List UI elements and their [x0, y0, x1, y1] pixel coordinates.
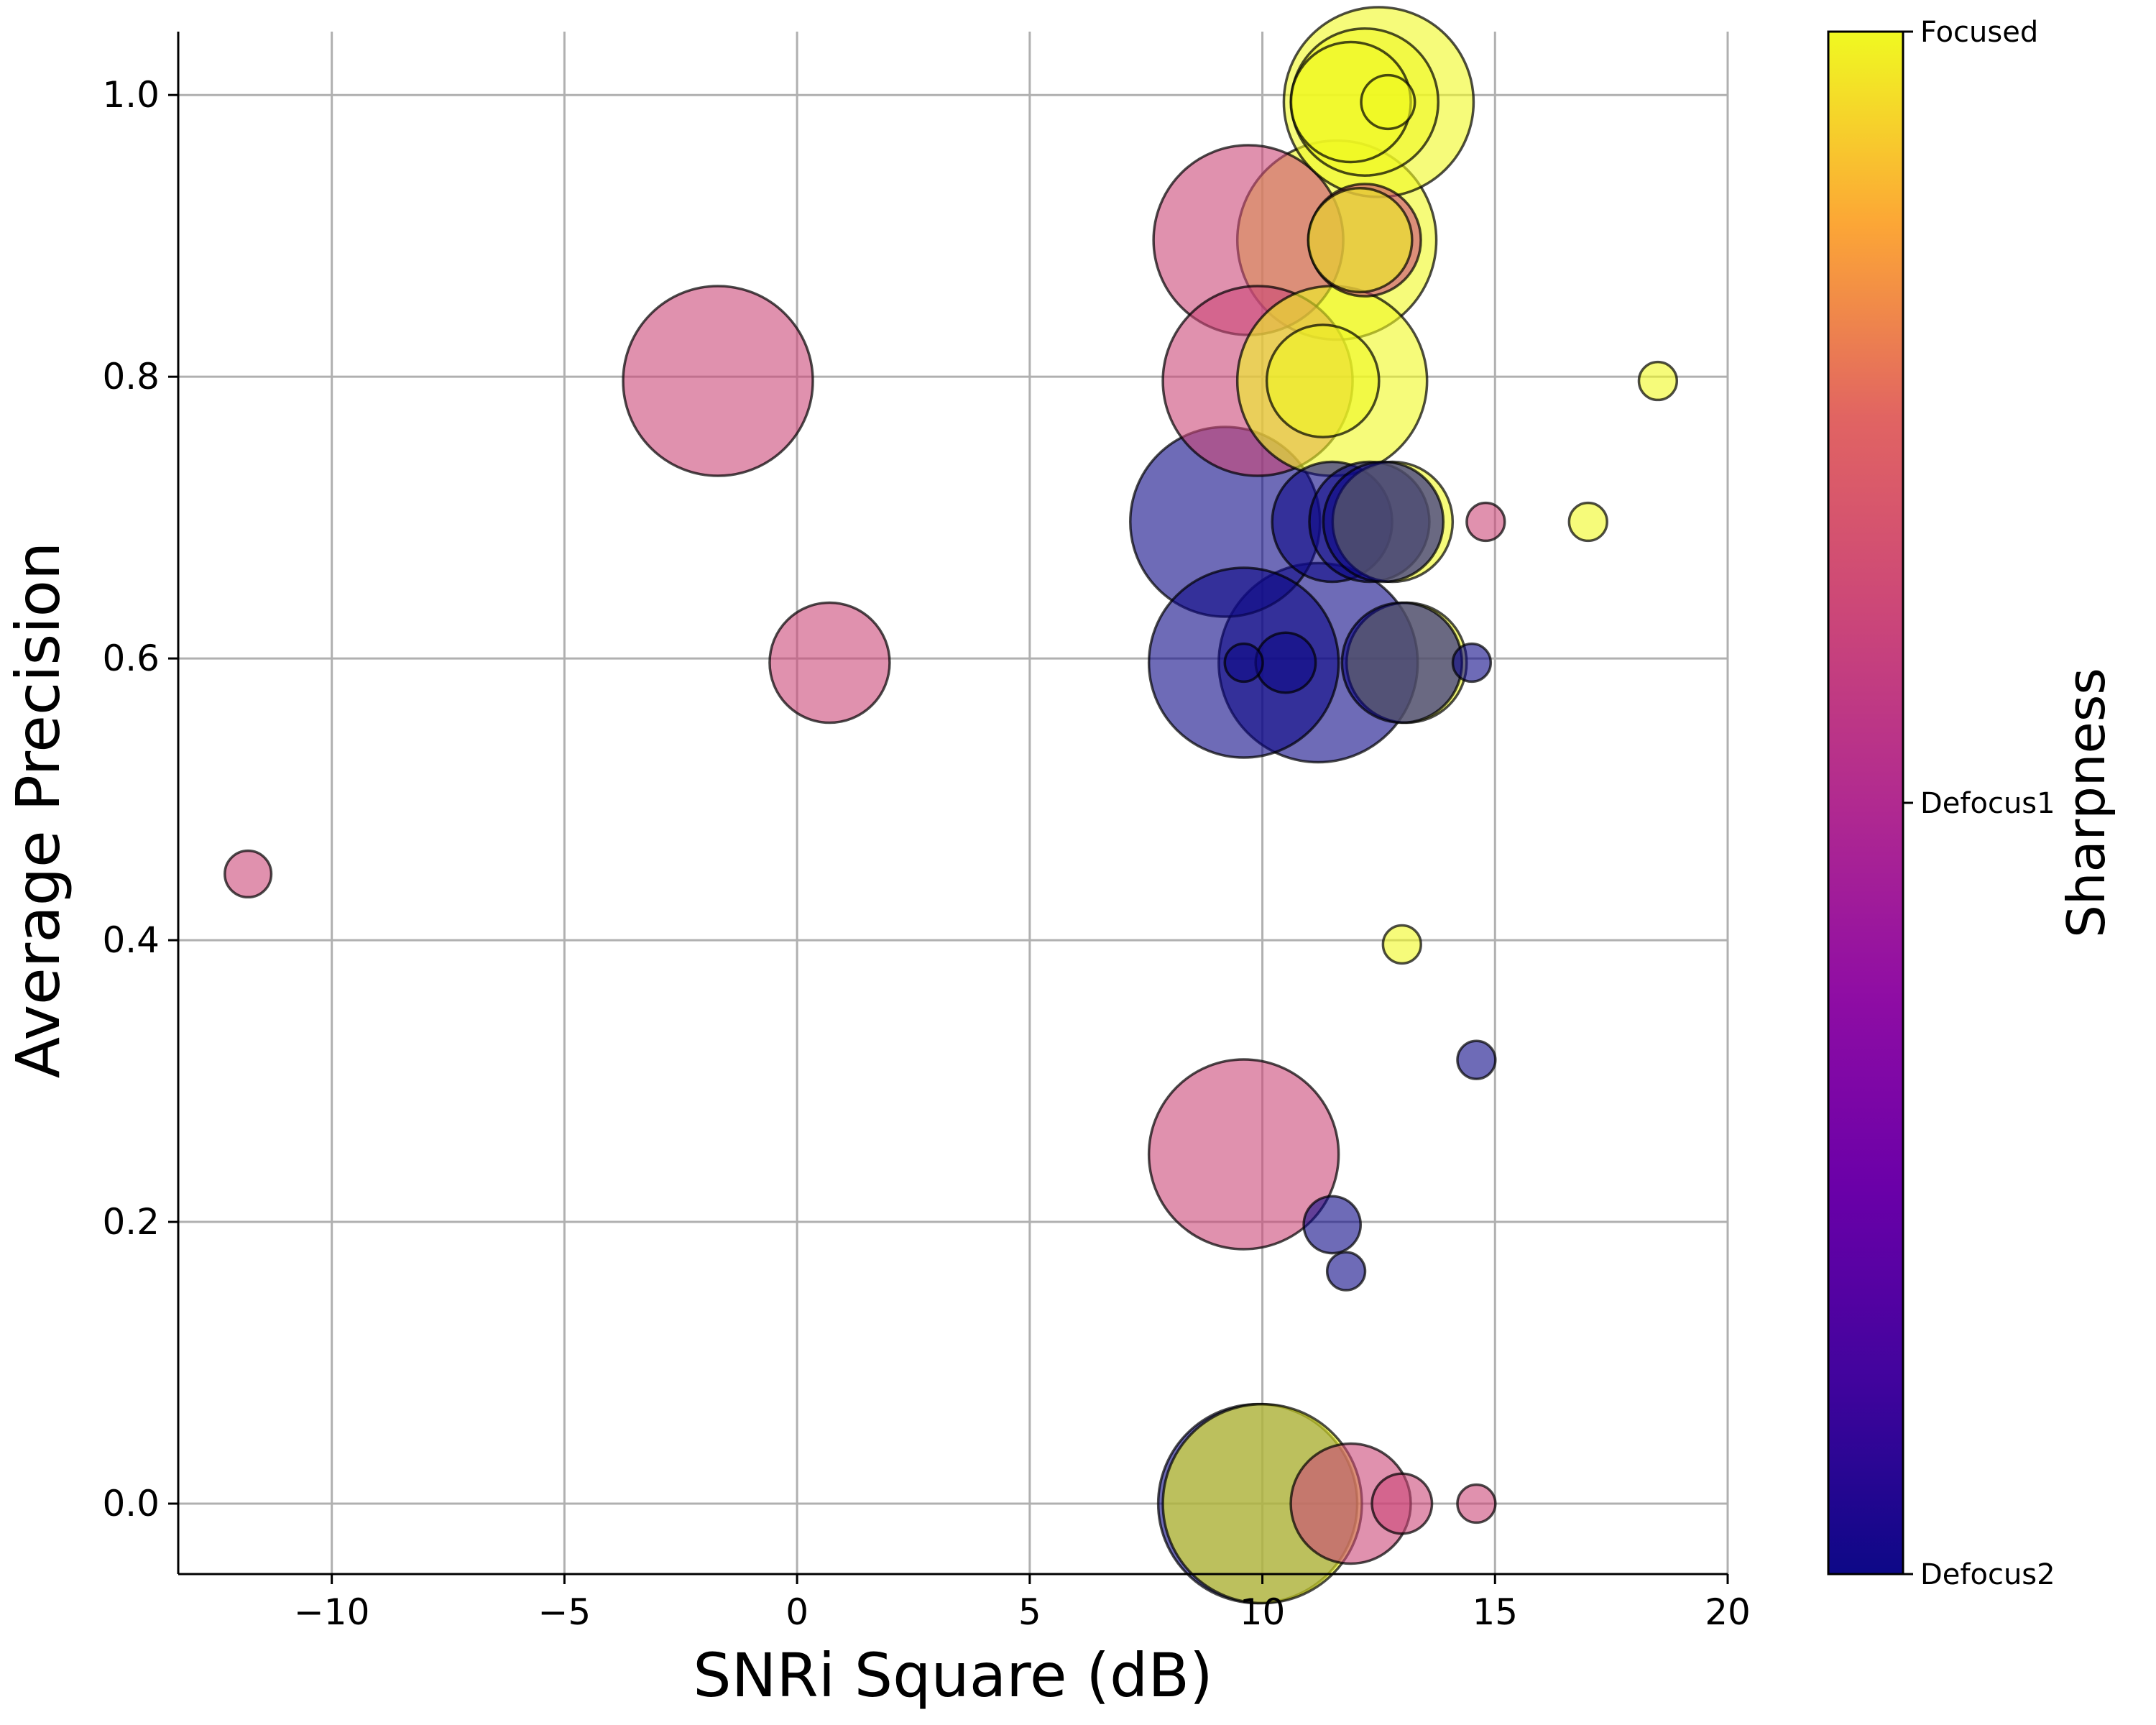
- bubble-point-focused: [1360, 73, 1416, 131]
- y-tick-label: 0.8: [102, 356, 160, 397]
- y-tick-label: 1.0: [102, 74, 160, 116]
- bubble-point-defocus2: [1451, 642, 1493, 684]
- bubble-point-defocus2: [1302, 1195, 1363, 1255]
- x-tick-label: 5: [1018, 1591, 1041, 1633]
- bubble-point-defocus1: [768, 601, 891, 724]
- colorbar-label-defocus1: Defocus1: [1920, 787, 2055, 820]
- bubble-point-defocus1: [1456, 1483, 1497, 1524]
- bubble-point-defocus2: [1254, 631, 1317, 694]
- colorbar-label-defocus2: Defocus2: [1920, 1558, 2055, 1591]
- bubble-point-defocus1: [1465, 501, 1506, 543]
- colorbar-title: Sharpness: [2056, 668, 2116, 938]
- x-tick-label: 20: [1705, 1591, 1751, 1633]
- bubble-point-focused: [1567, 501, 1608, 543]
- bubble-point-focused: [1265, 323, 1381, 438]
- axes: −10 −5 0 5 10 15 20 0.0 0.2 0.4 0.6 0.8 1.0: [102, 32, 1751, 1633]
- bubble-point-defocus1: [622, 285, 814, 477]
- bubble-point-defocus2: [1325, 1251, 1367, 1292]
- y-tick-label: 0.0: [102, 1483, 160, 1524]
- bubble-point-defocus1: [1370, 1472, 1434, 1535]
- colorbar: Focused Defocus1 Defocus2 Sharpness: [1827, 16, 2116, 1591]
- x-tick-label: 0: [786, 1591, 808, 1633]
- bubble-point-defocus2: [1340, 601, 1464, 724]
- y-tick-label: 0.6: [102, 638, 160, 679]
- bubble-point-defocus2: [1456, 1039, 1497, 1080]
- x-tick-label: 10: [1240, 1591, 1286, 1633]
- bubble-point-defocus2: [1322, 460, 1445, 584]
- bubbles: [224, 6, 1679, 1605]
- colorbar-gradient: [1827, 30, 1904, 1576]
- y-tick-label: 0.2: [102, 1201, 160, 1243]
- x-tick-label: −10: [294, 1591, 370, 1633]
- bubble-point-focused: [1381, 924, 1422, 965]
- y-axis-title: Average Precision: [3, 542, 73, 1078]
- bubble-point-defocus2: [1223, 642, 1264, 684]
- bubble-point-defocus1: [1147, 1058, 1340, 1251]
- x-axis-title: SNRi Square (dB): [693, 1640, 1212, 1711]
- colorbar-label-focused: Focused: [1920, 16, 2038, 49]
- y-tick-label: 0.4: [102, 919, 160, 961]
- bubble-point-focused: [1637, 360, 1679, 402]
- grid: [178, 32, 1729, 1574]
- x-tick-label: 15: [1472, 1591, 1518, 1633]
- bubble-point-defocus1: [224, 849, 273, 899]
- bubble-point-focused: [1307, 187, 1414, 294]
- x-tick-label: −5: [538, 1591, 591, 1633]
